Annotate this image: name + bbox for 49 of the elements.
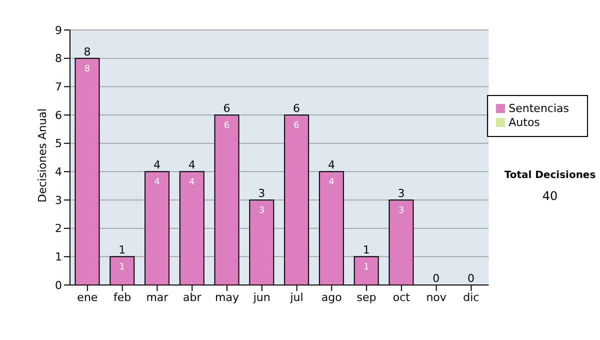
data-label: 3: [398, 206, 404, 216]
text: Total Decisiones: [503, 170, 597, 181]
total-label: 4: [188, 158, 196, 172]
total-label: 4: [328, 158, 335, 172]
y-tick-label: 3: [55, 194, 62, 207]
y-tick-label: 7: [55, 80, 62, 94]
x-tick-label: oct: [392, 290, 411, 304]
legend-label: Autos: [508, 116, 540, 129]
data-label: 1: [363, 262, 370, 273]
y-tick-label: 0: [55, 278, 62, 292]
y-tick-label: 1: [55, 250, 62, 264]
total-label: 0: [467, 272, 474, 285]
x-tick-label: nov: [426, 290, 447, 304]
x-tick-label: sep: [356, 290, 376, 304]
x-tick-label: may: [215, 290, 240, 304]
y-tick-label: 6: [55, 108, 62, 122]
data-label: 1: [119, 262, 125, 273]
y-tick-label: 5: [55, 137, 62, 150]
data-label: 3: [258, 206, 265, 216]
data-label: 4: [154, 178, 160, 188]
total-label: 6: [293, 102, 300, 115]
data-label: 8: [84, 64, 90, 74]
total-label: 3: [398, 187, 405, 200]
y-tick-label: 8: [55, 52, 62, 66]
x-tick-label: jun: [252, 290, 270, 304]
total-label: 3: [258, 187, 266, 200]
y-tick-label: 4: [55, 166, 62, 179]
data-label: 6: [294, 121, 300, 131]
x-tick-label: jul: [289, 290, 304, 304]
x-tick-label: abr: [182, 290, 202, 304]
x-tick-label: feb: [114, 290, 132, 304]
x-tick-label: mar: [146, 290, 169, 304]
y-tick-label: 2: [55, 222, 62, 236]
total-label: 4: [154, 158, 161, 172]
total-label: 0: [432, 272, 440, 285]
data-label: 4: [328, 178, 335, 188]
text: 40: [541, 189, 559, 203]
total-label: 6: [223, 102, 230, 115]
total-label: 8: [84, 45, 91, 58]
total-label: 1: [362, 244, 370, 257]
x-tick-label: ene: [77, 290, 98, 304]
y-axis-title: Decisiones Anual: [36, 108, 49, 202]
y-tick-label: 9: [55, 24, 62, 37]
data-label: 6: [224, 121, 230, 131]
x-tick-label: ago: [321, 290, 342, 304]
data-label: 4: [189, 178, 196, 188]
legend-label: Sentencias: [508, 102, 569, 115]
total-label: 1: [118, 244, 126, 257]
x-tick-label: dic: [463, 290, 480, 304]
